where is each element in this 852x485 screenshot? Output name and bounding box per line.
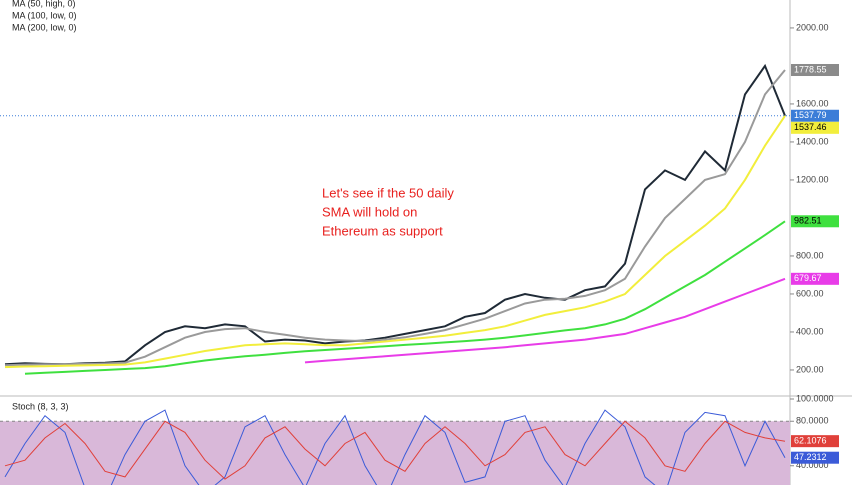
annotation: SMA will hold on	[322, 204, 417, 219]
stoch-band	[0, 421, 790, 485]
price-label: 1778.55	[794, 64, 827, 74]
price-label: 47.2312	[794, 452, 827, 462]
price-label-box	[791, 64, 839, 77]
price-label: 1537.79	[794, 110, 827, 120]
price-label-box	[791, 435, 839, 448]
series-line	[4, 115, 786, 369]
annotation: Ethereum as support	[322, 223, 443, 238]
series-line	[4, 420, 786, 480]
price-label: 1537.46	[794, 122, 827, 132]
y-tick-label: 400.00	[796, 326, 824, 336]
series-line	[24, 220, 786, 375]
panel-title: Stoch (8, 3, 3)	[12, 401, 69, 411]
legend-entry: MA (200, low, 0)	[12, 22, 77, 32]
series-line	[304, 277, 786, 364]
price-label: 679.67	[794, 273, 822, 283]
y-tick-label: 1600.00	[796, 98, 829, 108]
annotation: Let's see if the 50 daily	[322, 185, 454, 200]
series-line	[4, 69, 786, 367]
y-tick-label: 200.00	[796, 364, 824, 374]
price-label-box	[791, 272, 839, 285]
price-label-box	[791, 121, 839, 134]
y-tick-label: 1200.00	[796, 174, 829, 184]
price-label-box	[791, 109, 839, 122]
y-tick-label: 2000.00	[796, 22, 829, 32]
y-tick-label: 100.0000	[796, 393, 834, 403]
price-label-box	[791, 215, 839, 228]
y-tick-label: 1400.00	[796, 136, 829, 146]
series-line	[4, 409, 786, 485]
legend-entry: MA (50, high, 0)	[12, 0, 76, 8]
y-tick-label: 40.0000	[796, 460, 829, 470]
price-label: 982.51	[794, 216, 822, 226]
y-tick-label: 80.0000	[796, 416, 829, 426]
series-line	[4, 63, 786, 366]
y-tick-label: 800.00	[796, 250, 824, 260]
price-label-box	[791, 451, 839, 464]
y-tick-label: 600.00	[796, 288, 824, 298]
legend-entry: MA (100, low, 0)	[12, 10, 77, 20]
price-label: 62.1076	[794, 436, 827, 446]
